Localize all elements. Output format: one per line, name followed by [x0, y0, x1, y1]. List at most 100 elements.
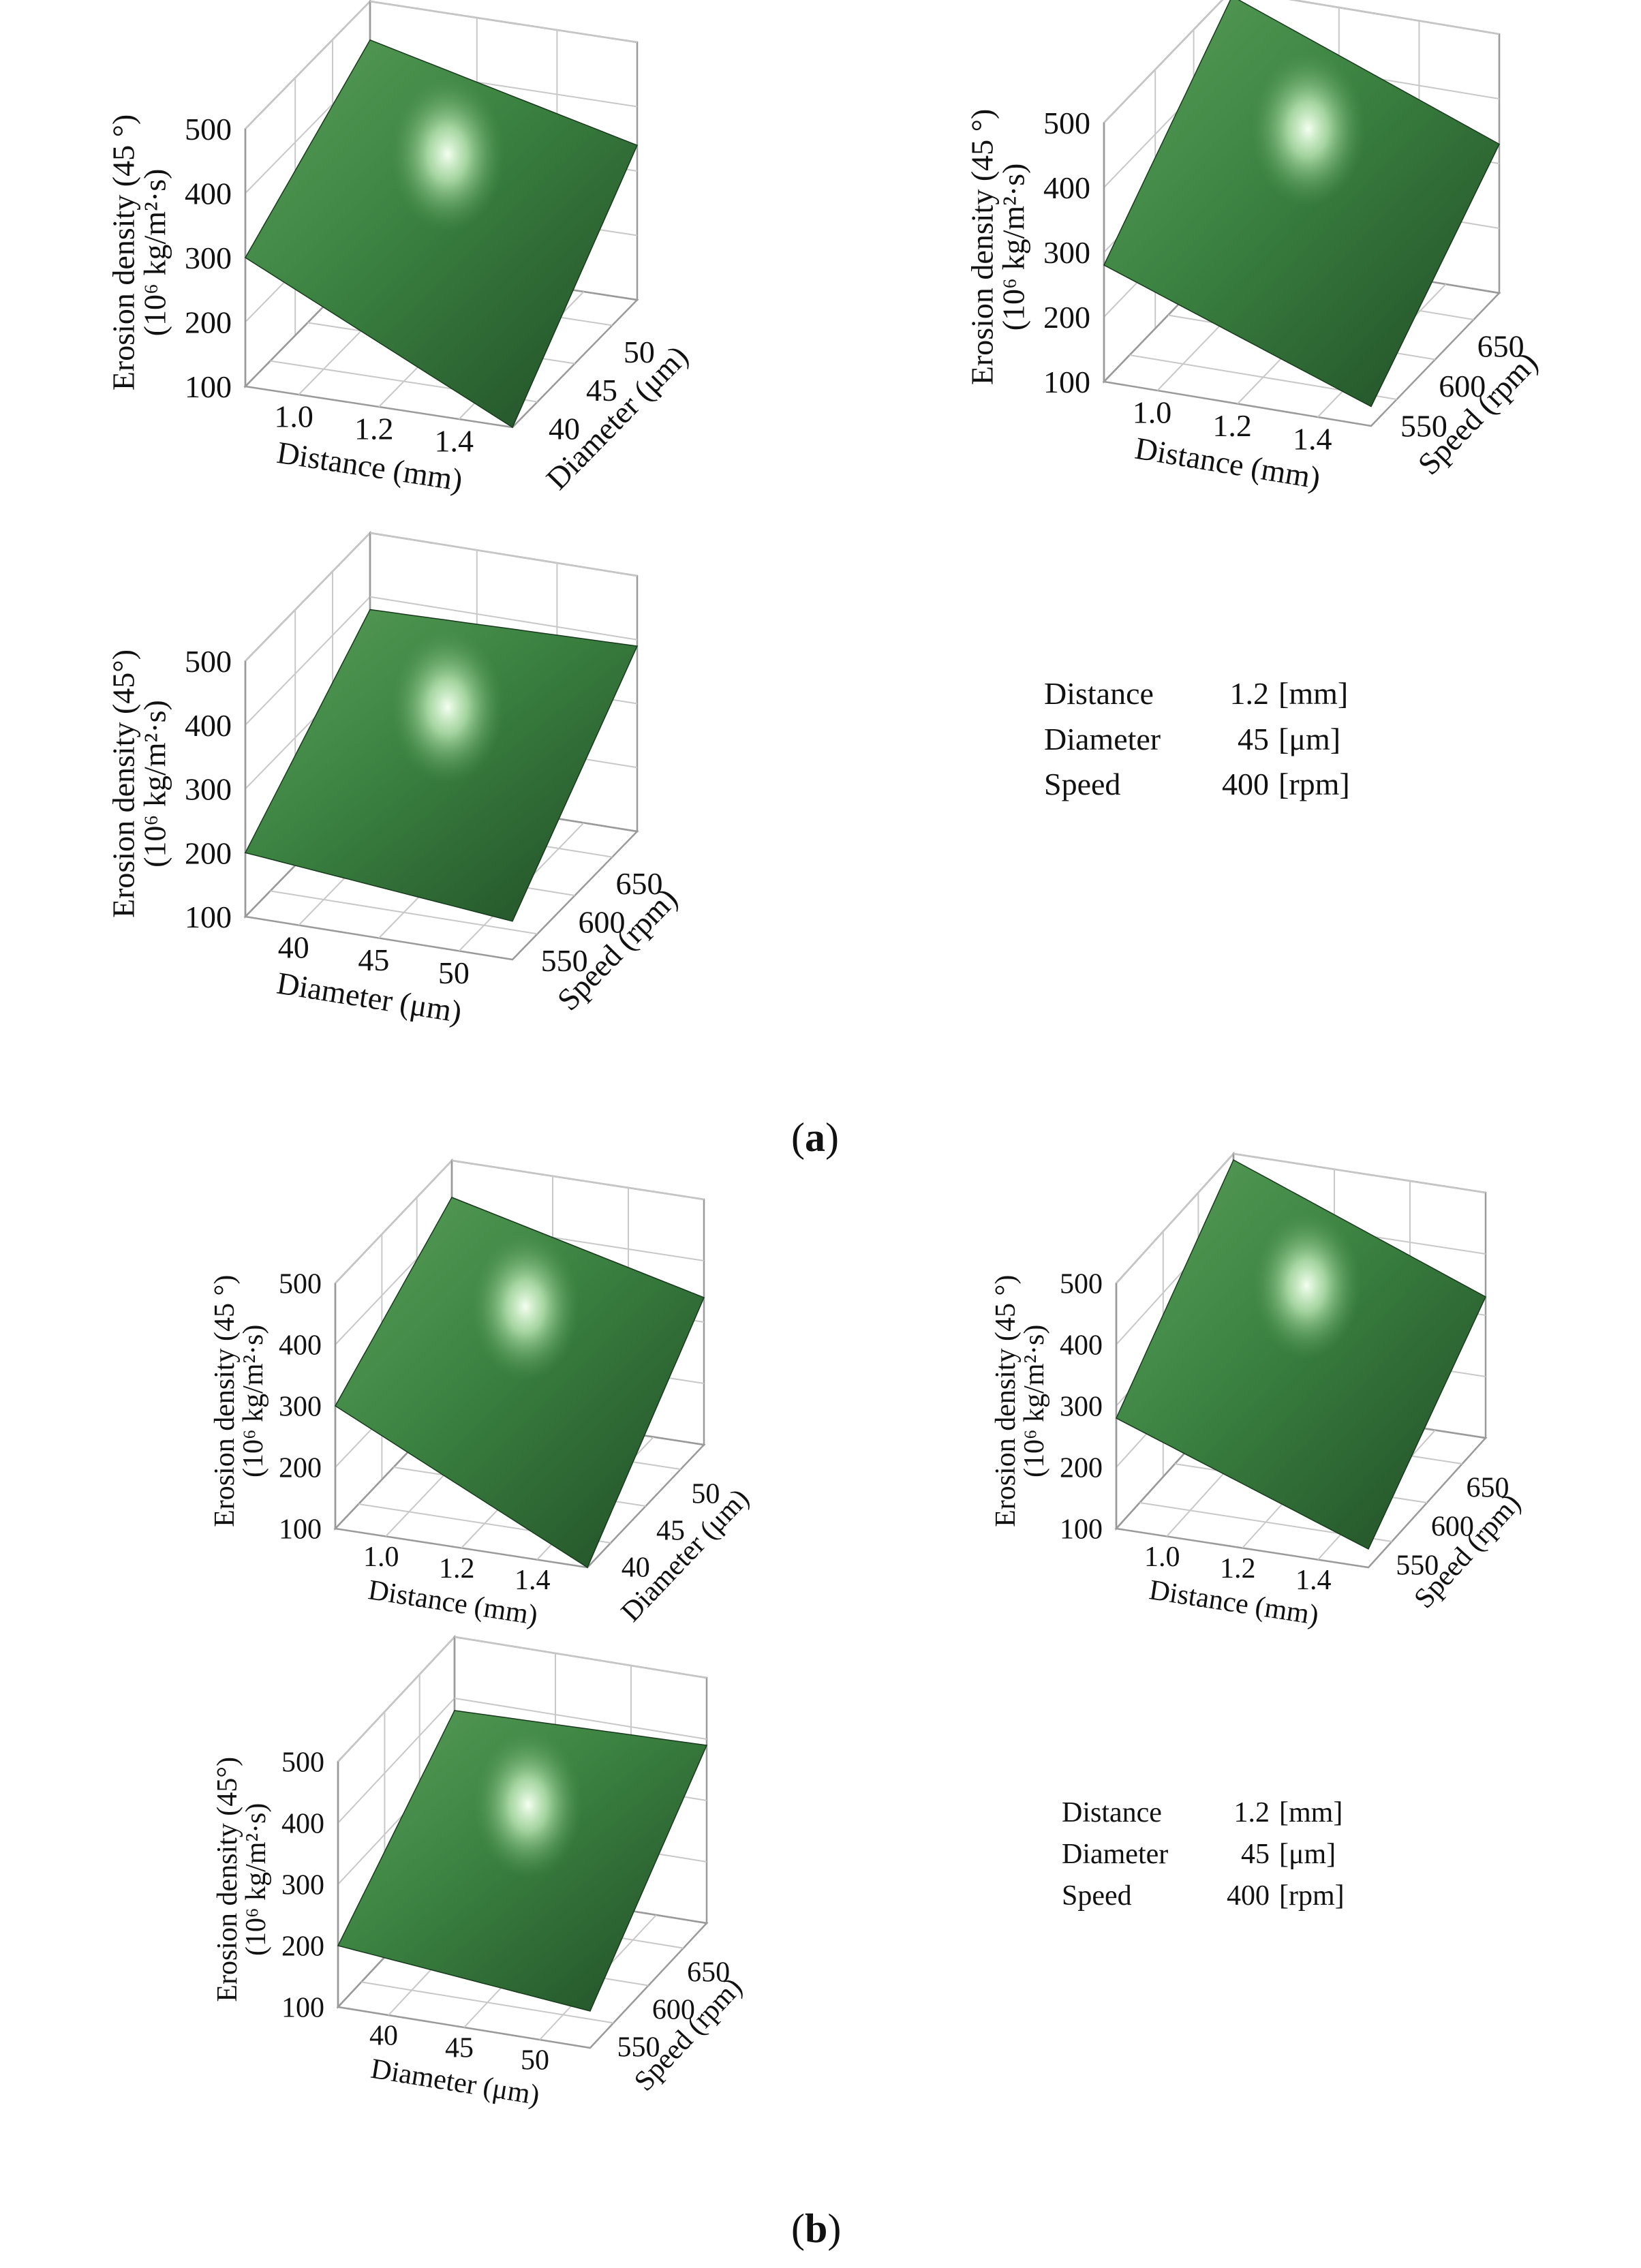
grid-line — [369, 596, 638, 641]
param-unit: [rpm] — [1279, 1880, 1345, 1912]
param-value: 1.2 — [1233, 1797, 1270, 1828]
surface-highlight — [1253, 1212, 1361, 1360]
param-unit: [mm] — [1278, 676, 1349, 711]
param-row-speed: Speed 400 [rpm] — [1062, 1875, 1345, 1917]
z-tick-label: 500 — [185, 644, 232, 679]
z-axis-label: Erosion density (45°) — [106, 649, 141, 918]
y-tick-label: 550 — [1396, 1550, 1439, 1582]
x-tick-label: 1.4 — [1293, 422, 1332, 457]
z-tick-label: 100 — [185, 369, 232, 404]
grid-line — [337, 1698, 455, 1824]
z-tick-label: 200 — [185, 836, 232, 870]
z-tick-label: 400 — [185, 708, 232, 743]
y-tick-label: 550 — [1400, 408, 1447, 443]
z-tick-label: 200 — [281, 1931, 324, 1963]
z-tick-label: 300 — [185, 772, 232, 807]
caption-letter: a — [804, 1115, 825, 1160]
z-tick-label: 400 — [185, 177, 232, 211]
y-tick-label: 45 — [586, 373, 617, 408]
z-axis-unit-label: (10⁶ kg/m²·s) — [241, 1803, 272, 1956]
param-name: Diameter — [1044, 721, 1161, 756]
z-axis-unit-label: (10⁶ kg/m²·s) — [138, 700, 172, 868]
z-tick-label: 100 — [1043, 365, 1090, 399]
z-tick-label: 200 — [185, 305, 232, 340]
z-axis-unit-label: (10⁶ kg/m²·s) — [1019, 1325, 1050, 1477]
param-value: 45 — [1241, 1838, 1270, 1870]
x-tick-label: 1.2 — [439, 1553, 475, 1584]
y-tick-label: 550 — [541, 943, 588, 978]
x-tick-label: 1.4 — [515, 1565, 551, 1596]
z-tick-label: 400 — [279, 1330, 322, 1362]
z-tick-label: 200 — [1043, 300, 1090, 335]
x-tick-label: 1.2 — [1212, 408, 1252, 443]
param-row-distance: Distance 1.2 [mm] — [1044, 671, 1350, 717]
surface-patch — [244, 39, 639, 429]
response-surface — [337, 1710, 708, 2012]
x-tick-label: 1.0 — [274, 399, 313, 434]
z-tick-label: 500 — [1060, 1269, 1103, 1300]
y-tick-label: 600 — [1439, 369, 1486, 403]
x-tick-label: 50 — [521, 2045, 549, 2077]
x-tick-label: 1.0 — [1144, 1542, 1180, 1573]
z-tick-label: 300 — [1060, 1392, 1103, 1423]
x-tick-label: 40 — [278, 930, 309, 964]
param-table-a: Distance 1.2 [mm] Diameter 45 [μm] Speed… — [1044, 671, 1350, 808]
y-tick-label: 40 — [549, 411, 580, 446]
z-tick-label: 100 — [185, 900, 232, 934]
grid-line — [245, 1, 371, 129]
param-name: Speed — [1044, 767, 1121, 802]
param-unit: [mm] — [1279, 1797, 1343, 1828]
grid-line — [369, 1, 638, 43]
y-tick-label: 600 — [579, 905, 626, 940]
z-tick-label: 100 — [281, 1993, 324, 2024]
y-tick-label: 50 — [691, 1478, 720, 1510]
x-tick-label: 1.0 — [363, 1542, 399, 1573]
y-tick-label: 650 — [615, 866, 662, 901]
x-tick-label: 45 — [358, 943, 389, 977]
grid-line — [369, 532, 638, 577]
y-tick-label: 50 — [624, 335, 655, 369]
x-tick-label: 40 — [369, 2021, 398, 2052]
grid-line — [454, 1698, 707, 1740]
surface-highlight — [391, 630, 504, 784]
x-tick-label: 1.4 — [1295, 1565, 1332, 1596]
param-row-speed: Speed 400 [rpm] — [1044, 762, 1350, 808]
x-tick-label: 1.4 — [435, 424, 474, 459]
z-axis-unit-label: (10⁶ kg/m²·s) — [138, 169, 172, 337]
param-unit: [μm] — [1278, 721, 1341, 756]
param-unit: [μm] — [1279, 1838, 1336, 1870]
z-tick-label: 400 — [1043, 170, 1090, 205]
x-tick-label: 45 — [445, 2033, 474, 2064]
grid-line — [1116, 1153, 1234, 1284]
z-tick-label: 200 — [279, 1453, 322, 1484]
param-row-diameter: Diameter 45 [μm] — [1062, 1834, 1345, 1875]
grid-line — [337, 1636, 455, 1762]
x-tick-label: 50 — [438, 955, 470, 990]
response-surface — [335, 1197, 705, 1569]
z-tick-label: 200 — [1060, 1453, 1103, 1484]
y-tick-label: 600 — [652, 1995, 695, 2026]
grid-line — [1233, 1153, 1486, 1193]
z-tick-label: 300 — [185, 241, 232, 275]
grid-line — [1103, 0, 1223, 123]
z-axis-label: Erosion density (45 °) — [209, 1275, 241, 1527]
param-name: Speed — [1062, 1880, 1132, 1912]
z-axis-label: Erosion density (45 °) — [990, 1275, 1022, 1527]
surface-highlight — [1251, 51, 1365, 207]
x-tick-label: 1.0 — [1133, 395, 1172, 430]
surface-highlight — [471, 1233, 580, 1381]
y-tick-label: 40 — [622, 1552, 650, 1583]
y-tick-label: 650 — [1477, 328, 1524, 363]
grid-line — [335, 1160, 453, 1284]
x-tick-label: 1.2 — [1220, 1553, 1256, 1584]
z-axis-label: Erosion density (45 °) — [965, 109, 1000, 386]
y-tick-label: 650 — [1466, 1473, 1509, 1504]
z-tick-label: 300 — [1043, 235, 1090, 270]
